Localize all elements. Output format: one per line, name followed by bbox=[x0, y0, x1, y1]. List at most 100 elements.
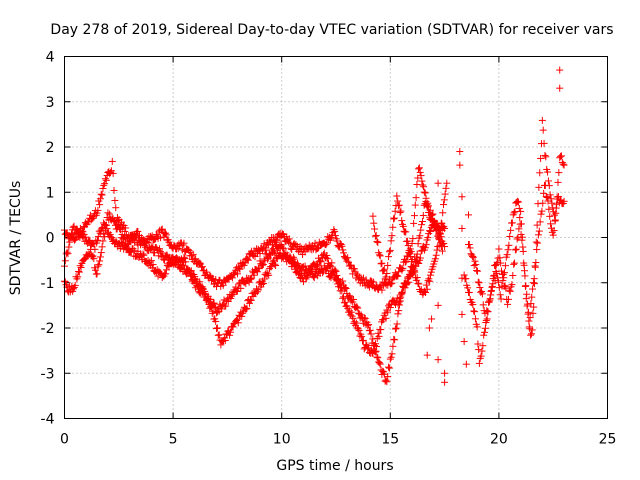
data-point-1391 bbox=[397, 207, 405, 215]
data-point-841 bbox=[382, 376, 390, 384]
data-point-1458 bbox=[469, 301, 477, 309]
x-axis-label: GPS time / hours bbox=[276, 458, 393, 474]
data-point-457 bbox=[61, 278, 69, 286]
data-point-1646 bbox=[534, 239, 542, 247]
data-point-162 bbox=[196, 259, 204, 267]
data-point-73 bbox=[122, 224, 130, 232]
data-point-1647 bbox=[534, 231, 542, 239]
data-point-1405 bbox=[408, 256, 416, 264]
data-point-282 bbox=[296, 243, 304, 251]
data-point-1059 bbox=[184, 265, 192, 273]
data-point-498 bbox=[96, 257, 104, 265]
data-point-1460 bbox=[471, 308, 479, 316]
data-point-1452 bbox=[464, 284, 472, 292]
data-point-1334 bbox=[419, 211, 427, 219]
data-point-1591 bbox=[486, 295, 494, 303]
chart-title: Day 278 of 2019, Sidereal Day-to-day VTE… bbox=[50, 22, 613, 38]
data-point-1408 bbox=[411, 268, 419, 276]
data-point-1661 bbox=[547, 220, 555, 228]
data-point-1127 bbox=[242, 305, 250, 313]
data-point-1257 bbox=[352, 319, 360, 327]
data-point-1401 bbox=[405, 247, 413, 255]
data-point-207 bbox=[233, 270, 241, 278]
data-point-1499 bbox=[504, 246, 512, 254]
data-point-1367 bbox=[377, 260, 385, 268]
data-point-825 bbox=[369, 335, 377, 343]
data-point-1282 bbox=[374, 329, 382, 337]
data-point-1491 bbox=[497, 295, 505, 303]
y-tick-label-m3: -3 bbox=[41, 366, 55, 382]
data-point-1650 bbox=[537, 210, 545, 218]
data-point-1249 bbox=[345, 307, 353, 315]
data-point-1145 bbox=[258, 280, 266, 288]
data-point-1177 bbox=[285, 254, 293, 262]
data-point-1079 bbox=[201, 287, 209, 295]
data-point-1684 bbox=[460, 338, 468, 346]
data-point-951 bbox=[94, 236, 102, 244]
data-point-323 bbox=[331, 228, 339, 236]
data-point-1604 bbox=[498, 267, 506, 275]
data-point-1580 bbox=[477, 288, 485, 296]
data-point-1502 bbox=[507, 226, 515, 234]
data-point-424 bbox=[415, 165, 423, 173]
data-point-510 bbox=[106, 210, 114, 218]
data-point-1563 bbox=[559, 160, 567, 168]
data-point-339 bbox=[344, 254, 352, 262]
data-point-219 bbox=[243, 255, 251, 263]
data-point-1370 bbox=[380, 267, 388, 275]
data-point-1692 bbox=[425, 324, 433, 332]
data-point-853 bbox=[392, 324, 400, 332]
data-point-1601 bbox=[495, 245, 503, 253]
data-point-1239 bbox=[337, 284, 345, 292]
data-point-1612 bbox=[504, 295, 512, 303]
data-point-1579 bbox=[476, 284, 484, 292]
data-point-1512 bbox=[515, 204, 523, 212]
data-point-1087 bbox=[207, 300, 215, 308]
data-point-40 bbox=[94, 206, 102, 214]
data-point-893 bbox=[426, 227, 434, 235]
data-point-560 bbox=[147, 257, 155, 265]
data-point-1388 bbox=[394, 202, 402, 210]
data-point-49 bbox=[101, 175, 109, 183]
data-point-210 bbox=[236, 265, 244, 273]
data-point-820 bbox=[365, 321, 373, 329]
data-point-429 bbox=[419, 181, 427, 189]
data-point-1378 bbox=[386, 246, 394, 254]
data-point-673 bbox=[242, 280, 250, 288]
data-point-495 bbox=[93, 270, 101, 278]
data-point-365 bbox=[365, 283, 373, 291]
data-point-1572 bbox=[470, 262, 478, 270]
data-point-1345 bbox=[429, 210, 437, 218]
data-point-1441 bbox=[438, 220, 446, 228]
data-point-1447 bbox=[443, 179, 451, 187]
data-point-268 bbox=[284, 238, 292, 246]
data-point-60 bbox=[111, 196, 119, 204]
data-point-852 bbox=[391, 325, 399, 333]
data-point-1582 bbox=[478, 290, 486, 298]
data-point-940 bbox=[84, 237, 92, 245]
data-point-985 bbox=[122, 244, 130, 252]
data-point-467 bbox=[70, 285, 78, 293]
data-point-687 bbox=[253, 268, 261, 276]
data-point-763 bbox=[317, 258, 325, 266]
data-point-1411 bbox=[413, 273, 421, 281]
data-point-933 bbox=[78, 232, 86, 240]
data-point-1025 bbox=[156, 245, 164, 253]
data-point-1251 bbox=[347, 308, 355, 316]
data-point-1139 bbox=[253, 285, 261, 293]
data-point-1342 bbox=[426, 206, 434, 214]
data-point-1621 bbox=[512, 245, 520, 253]
data-point-1694 bbox=[428, 315, 436, 323]
data-point-1278 bbox=[371, 347, 379, 355]
data-point-1232 bbox=[331, 274, 339, 282]
data-point-331 bbox=[337, 240, 345, 248]
data-point-1525 bbox=[527, 331, 535, 339]
data-point-417 bbox=[409, 235, 417, 243]
data-point-1031 bbox=[161, 256, 169, 264]
data-point-1357 bbox=[369, 212, 377, 220]
data-point-1437 bbox=[435, 235, 443, 243]
data-point-987 bbox=[124, 241, 132, 249]
data-point-913 bbox=[61, 257, 69, 265]
data-point-1422 bbox=[422, 281, 430, 289]
data-point-715 bbox=[277, 240, 285, 248]
